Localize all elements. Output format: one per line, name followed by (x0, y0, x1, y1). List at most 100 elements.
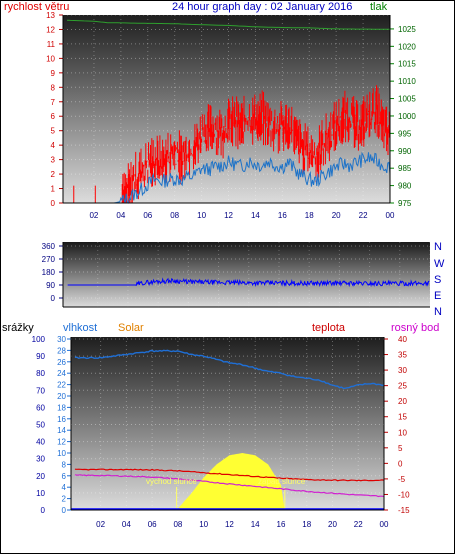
wind-left-tick-label: 9 (51, 69, 56, 78)
solar-tick-label: 26 (57, 358, 66, 367)
rain-tick-label: 80 (36, 369, 45, 378)
climate-x-tick-label: 20 (328, 520, 337, 529)
wind-x-tick-label: 14 (251, 211, 260, 220)
direction-series (67, 277, 430, 288)
humidity-series (74, 349, 385, 390)
wind-left-tick-label: 6 (51, 112, 56, 121)
rain-tick-label: 30 (36, 455, 45, 464)
rain-tick-label: 90 (36, 352, 45, 361)
climate-x-tick-label: 12 (225, 520, 234, 529)
direction-tick-label: 90 (46, 281, 55, 290)
solar-tick-label: 18 (57, 403, 66, 412)
wind-x-tick-label: 08 (170, 211, 179, 220)
pressure-right-tick-label: 990 (398, 147, 412, 156)
pressure-right-tick-label: 980 (398, 182, 412, 191)
wind-left-tick-label: 2 (51, 170, 56, 179)
solar-series (176, 453, 285, 510)
climate-x-tick-label: 10 (199, 520, 208, 529)
direction-tick-label: 360 (42, 242, 56, 251)
temperature-tick-label: 25 (398, 382, 407, 391)
solar-tick-label: 0 (62, 506, 67, 515)
temperature-tick-label: 40 (398, 335, 407, 344)
wind-left-tick-label: 8 (51, 83, 56, 92)
rain-tick-label: 100 (32, 335, 46, 344)
dir-label-e: E (434, 290, 441, 302)
pressure-series (66, 19, 390, 30)
rain-tick-label: 70 (36, 386, 45, 395)
wind-x-tick-label: 10 (197, 211, 206, 220)
wind-left-tick-label: 5 (51, 127, 56, 136)
solar-tick-label: 20 (57, 392, 66, 401)
solar-tick-label: 16 (57, 415, 66, 424)
sunset-label: západ slunce (258, 477, 306, 486)
direction-plot-area (63, 242, 430, 307)
climate-x-tick-label: 04 (122, 520, 131, 529)
solar-tick-label: 4 (62, 483, 67, 492)
wind-left-tick-label: 11 (47, 40, 56, 49)
direction-tick-label: 270 (42, 255, 56, 264)
temperature-tick-label: 35 (398, 351, 407, 360)
temperature-series (74, 468, 385, 482)
wind-left-tick-label: 3 (51, 156, 56, 165)
rain-tick-label: 60 (36, 403, 45, 412)
pressure-right-tick-label: 1000 (398, 112, 416, 121)
temperature-tick-label: 15 (398, 413, 407, 422)
pressure-right-tick-label: 1005 (398, 95, 416, 104)
pressure-right-tick-label: 1020 (398, 42, 416, 51)
humidity-axis-label: vlhkost (63, 322, 97, 334)
direction-tick-label: 0 (51, 294, 56, 303)
pressure-axis-label: tlak (370, 1, 388, 13)
wind-left-tick-label: 4 (51, 141, 56, 150)
solar-tick-label: 14 (57, 426, 66, 435)
temperature-tick-label: -15 (398, 506, 410, 515)
pressure-right-tick-label: 985 (398, 164, 412, 173)
temperature-tick-label: 0 (398, 459, 403, 468)
wind-left-tick-label: 0 (51, 199, 56, 208)
temperature-tick-label: -5 (398, 475, 406, 484)
gust-series (121, 85, 390, 203)
temperature-tick-label: -10 (398, 490, 410, 499)
dir-label-s: S (434, 274, 441, 286)
direction-tick-label: 180 (42, 268, 56, 277)
solar-tick-label: 6 (62, 472, 67, 481)
pressure-right-tick-label: 975 (398, 199, 412, 208)
climate-x-tick-label: 16 (277, 520, 286, 529)
solar-tick-label: 12 (57, 438, 66, 447)
dir-label-n-top: N (434, 241, 442, 253)
wind-left-tick-label: 13 (46, 11, 55, 20)
pressure-right-tick-label: 1025 (398, 25, 416, 34)
wind-x-tick-label: 04 (116, 211, 125, 220)
solar-tick-label: 22 (57, 381, 66, 390)
climate-x-tick-label: 06 (148, 520, 157, 529)
wind-x-tick-label: 22 (359, 211, 368, 220)
dewpoint-axis-label: rosný bod (391, 322, 439, 334)
wind-left-tick-label: 1 (51, 185, 56, 194)
solar-tick-label: 30 (57, 335, 66, 344)
solar-tick-label: 2 (62, 495, 67, 504)
solar-tick-label: 10 (57, 449, 66, 458)
rain-tick-label: 0 (41, 506, 46, 515)
pressure-right-tick-label: 1010 (398, 77, 416, 86)
climate-x-tick-label: 22 (354, 520, 363, 529)
temperature-tick-label: 5 (398, 444, 403, 453)
rain-tick-label: 40 (36, 438, 45, 447)
chart-title: 24 hour graph day : 02 January 2016 (172, 1, 352, 13)
solar-tick-label: 28 (57, 346, 66, 355)
climate-x-tick-label: 08 (173, 520, 182, 529)
wind-x-tick-label: 16 (278, 211, 287, 220)
solar-tick-label: 24 (57, 369, 66, 378)
climate-x-tick-label: 18 (302, 520, 311, 529)
wind-series (67, 151, 391, 204)
wind-x-tick-label: 18 (305, 211, 314, 220)
wind-plot-area (63, 15, 390, 203)
wind-x-tick-label: 12 (224, 211, 233, 220)
temperature-tick-label: 20 (398, 397, 407, 406)
temperature-axis-label: teplota (312, 322, 346, 334)
rain-tick-label: 10 (36, 489, 45, 498)
wind-x-tick-label: 02 (89, 211, 98, 220)
climate-x-tick-label: 00 (380, 520, 389, 529)
wind-left-tick-label: 12 (46, 25, 55, 34)
pressure-right-tick-label: 995 (398, 129, 412, 138)
wind-left-tick-label: 10 (46, 54, 55, 63)
